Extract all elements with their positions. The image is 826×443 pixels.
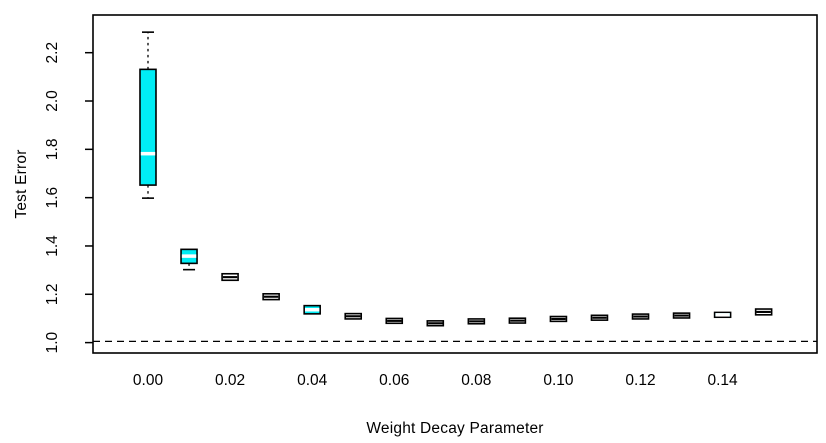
y-axis-tick-label: 1.8 xyxy=(44,139,61,161)
x-axis-title: Weight Decay Parameter xyxy=(366,420,544,437)
x-axis-tick-label: 0.14 xyxy=(708,372,739,389)
y-axis-tick-label: 1.4 xyxy=(44,235,61,257)
x-axis-tick-label: 0.00 xyxy=(133,372,164,389)
x-axis-tick-label: 0.02 xyxy=(215,372,245,389)
y-axis-tick-label: 1.0 xyxy=(44,331,61,353)
plot-frame xyxy=(92,14,818,354)
y-axis-tick-label: 1.6 xyxy=(44,187,61,209)
x-axis-tick-label: 0.12 xyxy=(625,372,655,389)
y-axis-tick-label: 1.2 xyxy=(44,284,61,306)
y-axis-tick-label: 2.0 xyxy=(44,90,61,112)
x-axis-tick-label: 0.08 xyxy=(461,372,491,389)
box-iqr xyxy=(139,68,157,186)
x-axis-tick-label: 0.06 xyxy=(379,372,409,389)
y-axis-tick-label: 2.2 xyxy=(44,42,61,64)
y-axis-title: Test Error xyxy=(13,149,30,219)
x-axis-tick-label: 0.10 xyxy=(543,372,574,389)
x-axis-tick-label: 0.04 xyxy=(297,372,328,389)
